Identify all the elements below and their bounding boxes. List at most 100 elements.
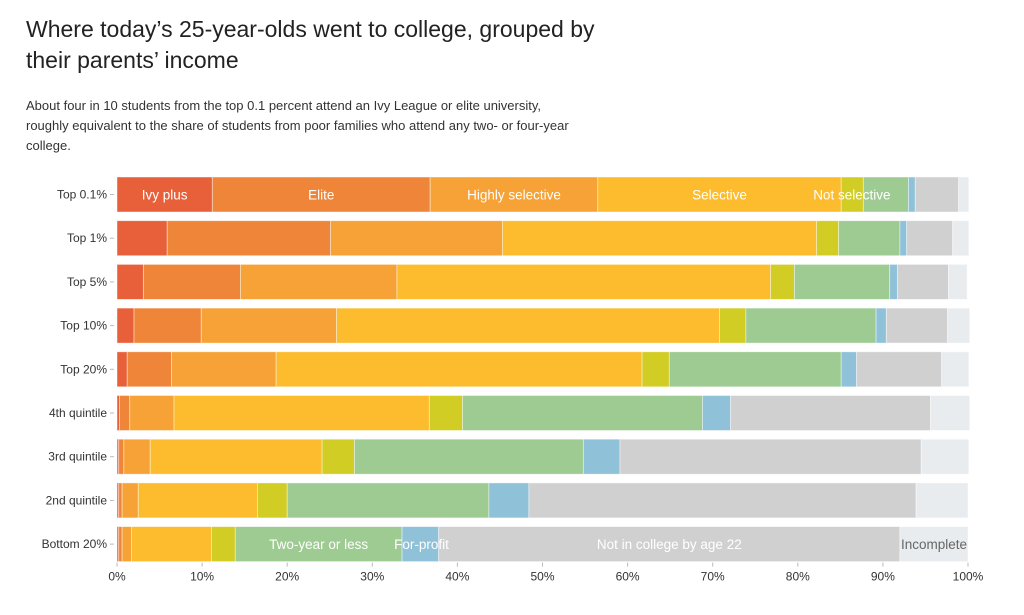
bar-segment-top-20-not-selective [641, 351, 670, 388]
bar-segment-bottom-20-not-selective [211, 526, 236, 562]
x-tick-label-100: 100% [953, 570, 984, 584]
segment-label-selective: Selective [692, 188, 747, 203]
bar-segment-top-5-incomplete [948, 263, 968, 300]
x-tick-label-50: 50% [530, 570, 554, 584]
bar-segment-top-0-1-not-in-college-by-age-22 [914, 176, 960, 213]
bar-segment-3rd-quintile-selective [149, 438, 323, 475]
x-tick-label-0: 0% [108, 570, 126, 584]
bar-segment-top-10-ivy-plus [116, 307, 135, 344]
row-labels-group: Top 0.1% Top 1% Top 5% Top 10% Top 20% 4th qu… [42, 188, 114, 551]
bar-segment-2nd-quintile-highly-selective [121, 482, 139, 519]
x-tick-label-30: 30% [360, 570, 384, 584]
bar-segment-top-5-for-profit [889, 263, 898, 300]
bar-segment-top-20-elite [126, 351, 172, 388]
bar-segment-top-1-incomplete [952, 220, 970, 257]
row-label-2nd-quintile: 2nd quintile [46, 493, 108, 507]
segment-label-incomplete: Incomplete [901, 537, 967, 552]
bar-segment-3rd-quintile-incomplete [920, 438, 970, 475]
bar-segment-top-20-ivy-plus [116, 351, 128, 388]
bar-segment-bottom-20-highly-selective [121, 526, 132, 562]
bar-segment-top-10-not-in-college-by-age-22 [885, 307, 948, 344]
bar-segment-top-1-highly-selective [330, 220, 503, 257]
bar-segment-2nd-quintile-incomplete [915, 482, 969, 519]
bar-segment-2nd-quintile-two-year-or-less [286, 482, 490, 519]
segment-label-not-selective: Not selective [813, 188, 890, 203]
x-tick-label-80: 80% [786, 570, 810, 584]
bar-segment-top-10-incomplete [947, 307, 971, 344]
bar-segment-bottom-20-for-profit [401, 526, 440, 562]
row-label-top-10: Top 10% [60, 319, 107, 333]
bar-segment-top-20-highly-selective [171, 351, 277, 388]
bar-segment-4th-quintile-selective [173, 395, 430, 431]
bars-group [116, 176, 971, 562]
bar-segment-top-1-elite [166, 220, 332, 257]
x-tick-label-60: 60% [616, 570, 640, 584]
bar-segment-top-5-not-in-college-by-age-22 [896, 263, 949, 300]
row-label-top-1: Top 1% [67, 231, 107, 245]
row-label-top-20: Top 20% [60, 362, 107, 376]
x-axis: 0% 10% 20% 30% 40% 50% 60% 70% 80% 90% 100% [108, 562, 984, 584]
bar-segment-top-0-1-elite [211, 176, 431, 213]
bar-segment-top-5-ivy-plus [116, 263, 144, 300]
bar-segment-3rd-quintile-two-year-or-less [354, 438, 584, 475]
segment-label-two-year-or-less: Two-year or less [269, 537, 368, 552]
bar-segment-3rd-quintile-for-profit [582, 438, 621, 475]
bar-segment-bottom-20-incomplete [899, 526, 969, 562]
bar-segment-top-0-1-highly-selective [429, 176, 599, 213]
x-tick-label-40: 40% [445, 570, 469, 584]
x-tick-label-10: 10% [190, 570, 214, 584]
bar-segment-2nd-quintile-for-profit [488, 482, 530, 519]
row-label-top-5: Top 5% [67, 275, 107, 289]
segment-label-for-profit: For-profit [394, 537, 449, 552]
bar-segment-3rd-quintile-not-in-college-by-age-22 [619, 438, 922, 475]
bar-segment-top-10-selective [336, 307, 720, 344]
bar-segment-top-0-1-incomplete [958, 176, 970, 213]
bar-segment-top-1-selective [502, 220, 817, 257]
bar-segment-top-0-1-ivy-plus [116, 176, 213, 213]
bar-segment-top-10-not-selective [719, 307, 747, 344]
row-label-top-0-1: Top 0.1% [57, 188, 107, 202]
bar-segment-top-5-not-selective [770, 263, 795, 300]
bar-segment-bottom-20-not-in-college-by-age-22 [438, 526, 901, 562]
bar-segment-4th-quintile-two-year-or-less [462, 395, 703, 431]
segment-label-highly-selective: Highly selective [467, 188, 561, 203]
bar-segment-top-1-ivy-plus [116, 220, 168, 257]
bar-segment-top-0-1-selective [597, 176, 842, 213]
chart-title: Where today’s 25-year-olds went to colle… [26, 16, 595, 73]
bar-segment-2nd-quintile-not-in-college-by-age-22 [528, 482, 917, 519]
x-tick-label-70: 70% [701, 570, 725, 584]
segment-label-ivy-plus: Ivy plus [142, 188, 188, 203]
bar-segment-top-1-not-selective [816, 220, 840, 257]
bar-segment-top-5-highly-selective [239, 263, 398, 300]
bar-segment-4th-quintile-not-in-college-by-age-22 [730, 395, 931, 431]
bar-segment-3rd-quintile-highly-selective [123, 438, 151, 475]
bar-segment-2nd-quintile-elite [118, 482, 123, 519]
bar-segment-2nd-quintile-selective [137, 482, 258, 519]
bar-segment-top-10-two-year-or-less [745, 307, 877, 344]
x-tick-label-90: 90% [871, 570, 895, 584]
bar-segment-top-5-two-year-or-less [793, 263, 891, 300]
bar-segment-top-10-highly-selective [200, 307, 337, 344]
bar-segment-4th-quintile-for-profit [702, 395, 731, 431]
segment-label-elite: Elite [308, 188, 334, 203]
bar-segment-top-20-not-in-college-by-age-22 [856, 351, 943, 388]
bar-segment-3rd-quintile-not-selective [321, 438, 355, 475]
bar-segment-4th-quintile-incomplete [930, 395, 971, 431]
bar-segment-top-20-selective [275, 351, 643, 388]
bar-segment-top-1-for-profit [899, 220, 908, 257]
segment-label-not-in-college-by-age-22: Not in college by age 22 [597, 537, 742, 552]
chart-subtitle: About four in 10 students from the top 0… [26, 98, 569, 153]
bar-segment-top-5-elite [142, 263, 241, 300]
bar-segment-4th-quintile-highly-selective [129, 395, 175, 431]
row-label-bottom-20: Bottom 20% [42, 537, 108, 551]
bar-segment-top-20-incomplete [941, 351, 970, 388]
bar-segment-top-10-for-profit [875, 307, 887, 344]
bar-segment-4th-quintile-elite [119, 395, 131, 431]
bar-segment-top-20-two-year-or-less [668, 351, 842, 388]
bar-segment-4th-quintile-not-selective [428, 395, 463, 431]
bar-segment-bottom-20-selective [131, 526, 212, 562]
bar-segment-2nd-quintile-not-selective [257, 482, 288, 519]
bar-segment-top-1-not-in-college-by-age-22 [906, 220, 954, 257]
bar-segment-top-10-elite [133, 307, 202, 344]
